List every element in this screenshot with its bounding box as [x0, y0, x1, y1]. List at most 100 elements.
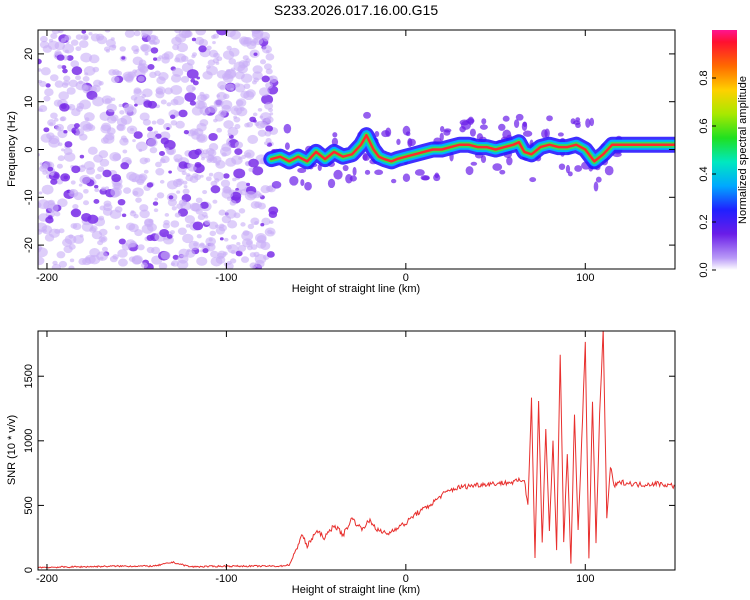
noise-blob [210, 250, 219, 258]
track-blob [506, 156, 513, 166]
noise-blob [153, 57, 158, 61]
noise-blob [237, 244, 247, 252]
noise-blob [221, 104, 232, 113]
noise-blob [204, 215, 209, 219]
noise-blob [263, 36, 270, 42]
noise-blob [241, 256, 250, 263]
noise-blob [256, 235, 267, 244]
track-blob [470, 161, 478, 166]
noise-blob [139, 209, 150, 219]
noise-blob [38, 199, 50, 210]
noise-blob [133, 30, 141, 37]
noise-blob [51, 263, 62, 269]
noise-blob [174, 57, 181, 63]
noise-blob [265, 82, 273, 89]
noise-blob [175, 178, 184, 186]
noise-blob [79, 154, 85, 159]
noise-blob [171, 36, 182, 46]
noise-blob [80, 52, 93, 63]
track-blob [481, 118, 487, 125]
snr-ylabel: SNR (10 * v/v) [6, 415, 18, 485]
noise-blob [135, 197, 142, 203]
noise-blob [242, 230, 250, 236]
noise-blob [212, 41, 216, 45]
spectrogram-ytick-label: 10 [23, 96, 35, 108]
track-blob [284, 142, 290, 150]
noise-blob [69, 189, 75, 194]
noise-blob [240, 222, 246, 227]
noise-blob [61, 82, 69, 88]
noise-blob [54, 123, 65, 132]
spectrogram-xtick-label: -200 [36, 272, 58, 284]
noise-blob [189, 128, 199, 136]
noise-blob [69, 258, 75, 263]
track-blob [574, 165, 583, 172]
noise-blob [189, 202, 201, 212]
noise-blob [181, 170, 187, 176]
noise-blob [141, 88, 153, 98]
noise-blob [146, 234, 155, 241]
noise-blob [216, 30, 228, 36]
noise-blob [66, 87, 76, 95]
noise-blob [227, 220, 238, 229]
spectrogram-xtick-label: -100 [215, 272, 237, 284]
noise-blob [75, 34, 83, 40]
noise-blob [209, 243, 214, 247]
noise-blob [170, 98, 179, 106]
noise-blob [236, 99, 244, 106]
noise-blob [202, 70, 213, 80]
noise-blob [233, 116, 241, 123]
noise-blob [87, 124, 96, 131]
noise-blob [254, 201, 262, 208]
noise-blob [265, 68, 273, 75]
noise-blob [139, 112, 150, 121]
noise-blob [56, 178, 64, 185]
noise-blob [71, 165, 81, 174]
noise-blob [159, 131, 171, 141]
noise-blob [185, 224, 191, 228]
colorbar-tick-label: 0.0 [698, 262, 710, 277]
noise-blob [183, 129, 189, 135]
noise-blob [68, 79, 78, 88]
noise-blob [247, 245, 253, 251]
noise-blob [138, 62, 143, 66]
noise-blob [169, 114, 176, 120]
noise-blob [38, 58, 42, 65]
track-blob [283, 123, 292, 134]
noise-blob [164, 87, 173, 95]
noise-blob [133, 213, 139, 219]
noise-blob [127, 106, 134, 113]
noise-blob [184, 92, 196, 102]
noise-blob [178, 30, 191, 39]
noise-blob [94, 188, 100, 193]
noise-blob [115, 70, 123, 77]
noise-blob [263, 63, 272, 70]
noise-blob [116, 123, 126, 132]
noise-blob [269, 112, 274, 116]
noise-blob [79, 40, 89, 49]
noise-blob [81, 30, 87, 34]
noise-blob [101, 246, 108, 252]
noise-blob [166, 127, 170, 131]
noise-blob [47, 166, 54, 172]
snr-frame [37, 330, 676, 571]
noise-blob [212, 199, 218, 204]
spectrogram-ytick-label: -20 [23, 237, 35, 253]
colorbar-tick-label: 0.6 [698, 118, 710, 133]
noise-blob [225, 157, 237, 167]
noise-blob [38, 256, 45, 266]
noise-blob [258, 87, 270, 97]
track-blob [331, 137, 339, 146]
noise-blob [159, 228, 170, 238]
noise-blob [229, 200, 237, 206]
noise-blob [240, 73, 253, 84]
noise-blob [257, 107, 263, 112]
track-blob [402, 173, 411, 182]
noise-blob [120, 115, 133, 125]
noise-blob [190, 78, 196, 83]
noise-blob [50, 32, 58, 39]
track-blob [342, 164, 349, 172]
noise-blob [39, 40, 49, 49]
track-blob [304, 181, 312, 191]
noise-blob [214, 98, 224, 107]
